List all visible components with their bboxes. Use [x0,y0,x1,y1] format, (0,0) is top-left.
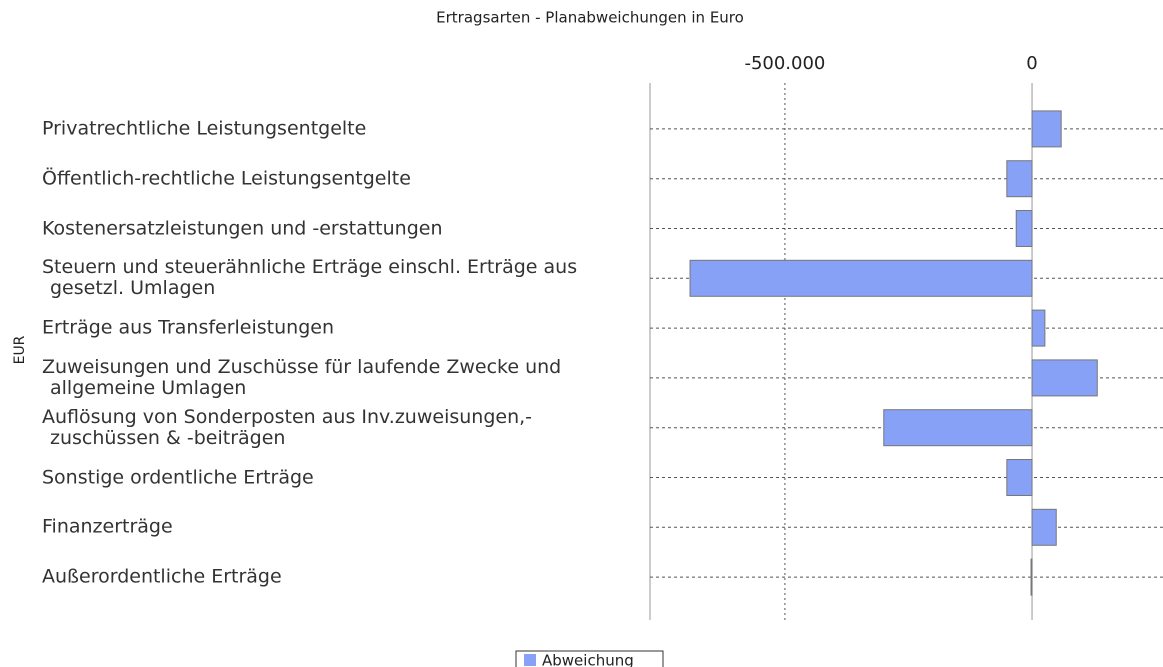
x-tick-label: 0 [1026,53,1037,74]
y-tick-label: Steuern und steuerähnliche Erträge einsc… [42,256,578,300]
bar [689,259,1033,297]
bar [1031,508,1057,546]
y-tick-label: Auflösung von Sonderposten aus Inv.zuwei… [42,405,533,449]
bar [1006,160,1033,198]
y-tick-label: Sonstige ordentliche Erträge [42,466,314,488]
bar [883,409,1033,447]
bar [1015,210,1033,247]
y-tick-label: Zuweisungen und Zuschüsse für laufende Z… [42,355,562,399]
x-tick-label: -500.000 [744,53,825,74]
bar [1006,459,1033,496]
legend-box [515,650,664,667]
bar [1031,110,1062,148]
bar [1031,309,1046,347]
y-tick-label: Erträge aus Transferleistungen [42,316,335,339]
y-tick-label: Privatrechtliche Leistungsentgelte [42,117,367,140]
bar [1030,558,1033,596]
chart-title: Ertragsarten - Planabweichungen in Euro [436,9,744,27]
y-axis-label: EUR [12,335,28,364]
y-tick-label: Finanzerträge [42,515,173,538]
y-tick-label: Außerordentliche Erträge [42,565,282,588]
legend-swatch [524,654,536,666]
y-tick-label: Öffentlich-rechtliche Leistungsentgelte [42,167,411,190]
legend-label: Abweichung [542,652,634,667]
bar [1031,359,1098,397]
y-tick-label: Kostenersatzleistungen und -erstattungen [42,217,443,239]
